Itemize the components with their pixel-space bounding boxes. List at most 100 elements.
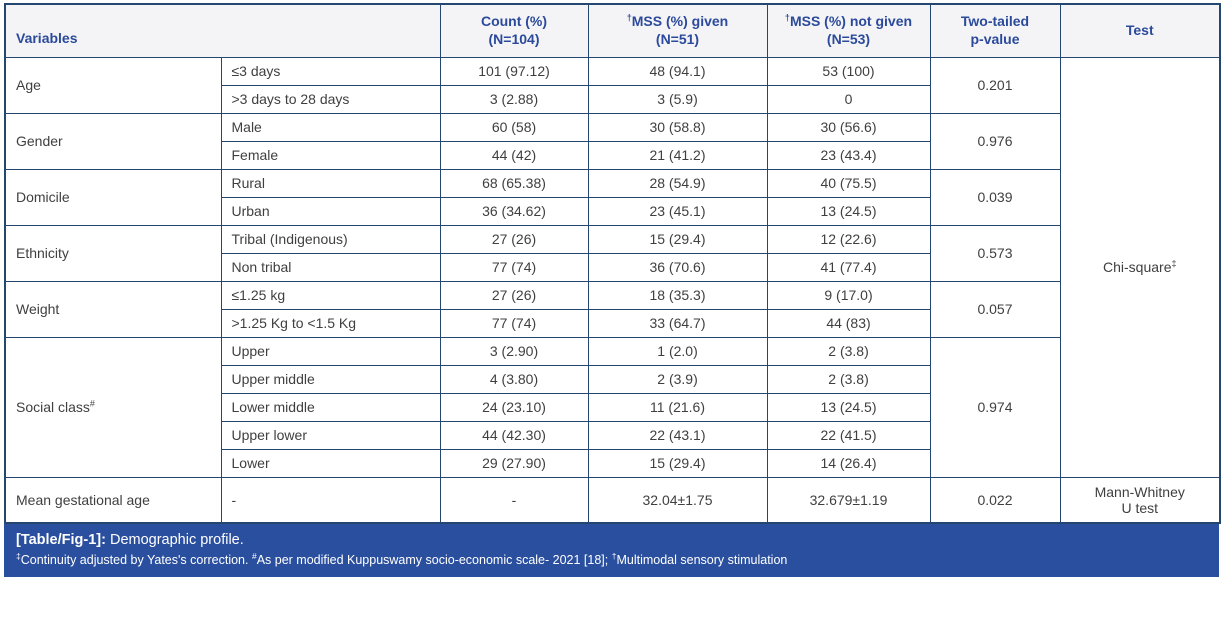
subcategory-cell: Male — [220, 112, 441, 142]
table-row: Female 44 (42) 21 (41.2) 23 (43.4) — [5, 140, 1220, 170]
count-cell: 24 (23.10) — [439, 392, 589, 422]
column-header-test: Test — [1059, 3, 1221, 58]
subcategory-cell: Tribal (Indigenous) — [220, 224, 441, 254]
mss-not-given-cell: 13 (24.5) — [766, 196, 931, 226]
subcategory-cell: Urban — [220, 196, 441, 226]
variable-cell-mean-gestational-age: Mean gestational age — [4, 476, 222, 524]
p-value-cell: 0.057 — [929, 280, 1061, 338]
subcategory-cell: Upper middle — [220, 364, 441, 394]
figure-tag: [Table/Fig-1]: — [16, 532, 106, 548]
subcategory-cell: Lower — [220, 448, 441, 478]
double-dagger-symbol: ‡ — [1171, 258, 1177, 269]
subcategory-cell: Non tribal — [220, 252, 441, 282]
table-row: Lower 29 (27.90) 15 (29.4) 14 (26.4) — [5, 448, 1220, 478]
mss-given-cell: 30 (58.8) — [587, 112, 768, 142]
dagger-symbol: † — [626, 12, 632, 23]
table-row: Upper middle 4 (3.80) 2 (3.9) 2 (3.8) — [5, 364, 1220, 394]
figure-caption: [Table/Fig-1]: Demographic profile. — [16, 531, 1207, 550]
table-row: Domicile Rural 68 (65.38) 28 (54.9) 40 (… — [4, 168, 1220, 226]
mss-given-cell: 18 (35.3) — [587, 280, 768, 310]
table-row: Upper lower 44 (42.30) 22 (43.1) 22 (41.… — [5, 420, 1220, 450]
mss-given-cell: 3 (5.9) — [587, 84, 768, 114]
table-row: Ethnicity Tribal (Indigenous) 27 (26) 15… — [4, 224, 1220, 282]
mss-not-given-cell: 44 (83) — [766, 308, 931, 338]
hash-symbol: # — [89, 398, 95, 409]
mss-not-given-cell: 30 (56.6) — [766, 112, 931, 142]
column-header-variables: Variables — [4, 3, 441, 58]
mss-given-cell: 36 (70.6) — [587, 252, 768, 282]
variable-cell-domicile: Domicile — [4, 168, 222, 226]
mss-given-cell: 2 (3.9) — [587, 364, 768, 394]
table-row: >3 days to 28 days 3 (2.88) 3 (5.9) 0 — [5, 84, 1220, 114]
table-row: Social class# Upper 3 (2.90) 1 (2.0) 2 (… — [4, 336, 1220, 478]
test-cell-mann-whitney: Mann-Whitney U test — [1059, 476, 1221, 524]
subcategory-cell: >1.25 Kg to <1.5 Kg — [220, 308, 441, 338]
mss-not-given-cell: 0 — [766, 84, 931, 114]
variable-cell-weight: Weight — [4, 280, 222, 338]
dagger-symbol: † — [611, 550, 617, 561]
table-row: Lower middle 24 (23.10) 11 (21.6) 13 (24… — [5, 392, 1220, 422]
subcategory-cell: ≤1.25 kg — [220, 280, 441, 310]
mss-not-given-cell: 53 (100) — [766, 56, 931, 86]
mss-given-cell: 23 (45.1) — [587, 196, 768, 226]
mss-given-cell: 1 (2.0) — [587, 336, 768, 366]
mss-given-cell: 21 (41.2) — [587, 140, 768, 170]
count-cell: 27 (26) — [439, 224, 589, 254]
mss-not-given-cell: 41 (77.4) — [766, 252, 931, 282]
count-cell: 60 (58) — [439, 112, 589, 142]
count-cell: 101 (97.12) — [439, 56, 589, 86]
mss-given-cell: 11 (21.6) — [587, 392, 768, 422]
column-header-count: Count (%) (N=104) — [439, 3, 589, 58]
header-label: Variables — [16, 30, 78, 46]
table-row-mean-gestational-age: Mean gestational age - - 32.04±1.75 32.6… — [4, 476, 1221, 524]
count-cell: 68 (65.38) — [439, 168, 589, 198]
p-value-cell: 0.974 — [929, 336, 1061, 478]
p-value-cell: 0.573 — [929, 224, 1061, 282]
mss-not-given-cell: 22 (41.5) — [766, 420, 931, 450]
subcategory-cell: >3 days to 28 days — [220, 84, 441, 114]
dagger-symbol: † — [784, 12, 790, 23]
subcategory-cell: - — [220, 476, 441, 524]
figure-caption-bar: [Table/Fig-1]: Demographic profile. ‡Con… — [4, 524, 1219, 577]
mss-not-given-cell: 40 (75.5) — [766, 168, 931, 198]
count-cell: 3 (2.88) — [439, 84, 589, 114]
header-row: Variables Count (%) (N=104) †MSS (%) give… — [4, 3, 1221, 58]
table-row: Weight ≤1.25 kg 27 (26) 18 (35.3) 9 (17.… — [4, 280, 1220, 338]
mss-given-cell: 28 (54.9) — [587, 168, 768, 198]
mss-not-given-cell: 2 (3.8) — [766, 336, 931, 366]
double-dagger-symbol: ‡ — [16, 550, 21, 561]
mss-not-given-cell: 9 (17.0) — [766, 280, 931, 310]
column-header-mss-given: †MSS (%) given (N=51) — [587, 3, 768, 58]
variable-cell-gender: Gender — [4, 112, 222, 170]
mss-given-cell: 22 (43.1) — [587, 420, 768, 450]
p-value-cell: 0.976 — [929, 112, 1061, 170]
count-cell: 3 (2.90) — [439, 336, 589, 366]
table-row: Gender Male 60 (58) 30 (58.8) 30 (56.6) … — [4, 112, 1220, 170]
figure-footnote: ‡Continuity adjusted by Yates's correcti… — [16, 550, 788, 567]
count-cell: 44 (42.30) — [439, 420, 589, 450]
mss-not-given-cell: 12 (22.6) — [766, 224, 931, 254]
table-row: >1.25 Kg to <1.5 Kg 77 (74) 33 (64.7) 44… — [5, 308, 1220, 338]
figure-title: Demographic profile. — [105, 532, 244, 548]
table-fig-1: Variables Count (%) (N=104) †MSS (%) give… — [4, 3, 1221, 577]
hash-symbol: # — [251, 550, 257, 561]
table-row: Age ≤3 days 101 (97.12) 48 (94.1) 53 (10… — [4, 56, 1221, 478]
count-cell: 36 (34.62) — [439, 196, 589, 226]
mss-given-cell: 33 (64.7) — [587, 308, 768, 338]
table-row: Non tribal 77 (74) 36 (70.6) 41 (77.4) — [5, 252, 1220, 282]
table-row: Urban 36 (34.62) 23 (45.1) 13 (24.5) — [5, 196, 1220, 226]
mss-given-cell: 32.04±1.75 — [587, 476, 768, 524]
count-cell: 44 (42) — [439, 140, 589, 170]
mss-not-given-cell: 23 (43.4) — [766, 140, 931, 170]
count-cell: 77 (74) — [439, 308, 589, 338]
p-value-cell: 0.039 — [929, 168, 1061, 226]
subcategory-cell: Rural — [220, 168, 441, 198]
variable-cell-social-class: Social class# — [4, 336, 222, 478]
count-cell: 4 (3.80) — [439, 364, 589, 394]
mss-given-cell: 15 (29.4) — [587, 224, 768, 254]
mss-not-given-cell: 32.679±1.19 — [766, 476, 931, 524]
count-cell: - — [439, 476, 589, 524]
mss-given-cell: 15 (29.4) — [587, 448, 768, 478]
p-value-cell: 0.201 — [929, 56, 1061, 114]
subcategory-cell: Upper — [220, 336, 441, 366]
